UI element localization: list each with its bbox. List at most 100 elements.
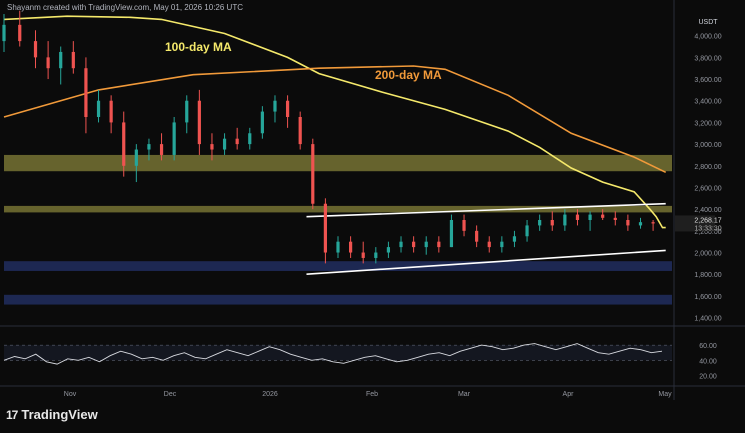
candle-body-32 bbox=[412, 241, 416, 248]
candles bbox=[2, 10, 655, 264]
candle-body-31 bbox=[399, 241, 403, 248]
candle-body-44 bbox=[563, 214, 567, 226]
y-tick-3: 3,400.00 bbox=[694, 99, 721, 106]
candle-body-45 bbox=[575, 214, 580, 220]
x-tick-3: Feb bbox=[366, 391, 378, 398]
countdown-label: 13:33:30 bbox=[694, 225, 721, 232]
candle-body-12 bbox=[159, 144, 164, 155]
ma200-label: 200-day MA bbox=[375, 68, 442, 82]
ma100-label: 100-day MA bbox=[165, 40, 232, 54]
candle-body-6 bbox=[84, 68, 88, 117]
x-tick-2: 2026 bbox=[262, 391, 278, 398]
last-price-badge bbox=[675, 215, 715, 232]
candle-body-26 bbox=[336, 241, 340, 253]
candle-body-2 bbox=[33, 41, 38, 58]
rsi-tick-0: 60.00 bbox=[699, 343, 717, 350]
y-tick-9: 2,200.00 bbox=[694, 229, 721, 236]
candle-body-15 bbox=[197, 100, 201, 145]
candle-body-30 bbox=[386, 247, 391, 253]
candle-body-25 bbox=[323, 203, 327, 253]
candle-body-7 bbox=[96, 100, 101, 117]
y-tick-10: 2,000.00 bbox=[694, 251, 721, 258]
candle-body-1 bbox=[18, 24, 22, 42]
candle-body-22 bbox=[285, 100, 290, 117]
x-tick-4: Mar bbox=[458, 391, 471, 398]
candle-body-8 bbox=[109, 100, 113, 123]
candle-body-27 bbox=[349, 241, 353, 253]
candle-body-4 bbox=[59, 51, 63, 69]
zone-3 bbox=[4, 294, 672, 305]
zone-2 bbox=[4, 261, 672, 271]
rsi-tick-2: 20.00 bbox=[699, 373, 717, 380]
tradingview-branding: 17 TradingView bbox=[6, 407, 98, 422]
time-axis[interactable]: Nov Dec 2026 Feb Mar Apr May bbox=[64, 391, 672, 398]
x-tick-1: Dec bbox=[164, 391, 177, 398]
x-tick-5: Apr bbox=[563, 391, 575, 398]
y-tick-4: 3,200.00 bbox=[694, 120, 721, 127]
candle-body-29 bbox=[374, 252, 378, 258]
candle-body-14 bbox=[185, 100, 189, 123]
candle-body-39 bbox=[500, 241, 504, 248]
grid bbox=[0, 0, 745, 400]
candle-body-0 bbox=[2, 24, 6, 42]
candle-body-28 bbox=[361, 252, 365, 258]
candle-body-46 bbox=[588, 214, 592, 220]
y-tick-8: 2,400.00 bbox=[694, 207, 721, 214]
rsi-panel: 60.00 40.00 20.00 bbox=[3, 343, 717, 380]
y-tick-7: 2,600.00 bbox=[694, 185, 721, 192]
channel-lines bbox=[306, 202, 666, 275]
candle-body-9 bbox=[122, 122, 126, 166]
brand-name: TradingView bbox=[21, 407, 98, 422]
candle-body-24 bbox=[311, 144, 315, 204]
candle-body-51 bbox=[651, 222, 655, 224]
zone-1 bbox=[4, 205, 672, 213]
candle-body-41 bbox=[525, 225, 529, 237]
last-price-label: 2,268.17 bbox=[694, 217, 721, 224]
candle-body-36 bbox=[462, 220, 466, 231]
candle-body-38 bbox=[487, 241, 491, 248]
candle-body-34 bbox=[437, 241, 441, 248]
y-tick-6: 2,800.00 bbox=[694, 164, 721, 171]
support-resistance-zones bbox=[4, 154, 672, 305]
candle-body-17 bbox=[222, 138, 227, 150]
candle-body-35 bbox=[449, 220, 454, 248]
ma100-line bbox=[3, 15, 666, 229]
y-tick-12: 1,600.00 bbox=[694, 294, 721, 301]
zone-0 bbox=[4, 154, 672, 172]
channel-lower-line bbox=[306, 249, 666, 275]
candle-body-40 bbox=[512, 236, 517, 242]
candle-body-37 bbox=[475, 230, 479, 242]
candle-body-23 bbox=[298, 117, 302, 145]
moving-averages bbox=[3, 15, 667, 229]
candle-body-5 bbox=[71, 51, 75, 69]
candle-body-43 bbox=[550, 220, 554, 226]
x-tick-0: Nov bbox=[64, 391, 77, 398]
candle-body-47 bbox=[601, 214, 605, 218]
rsi-line bbox=[3, 343, 663, 365]
tradingview-logo-icon: 17 bbox=[6, 407, 18, 422]
y-tick-2: 3,600.00 bbox=[694, 77, 721, 84]
y-tick-1: 3,800.00 bbox=[694, 55, 721, 62]
channel-upper-line bbox=[306, 202, 666, 218]
candle-body-21 bbox=[273, 100, 277, 112]
candle-body-19 bbox=[248, 133, 252, 145]
candle-body-13 bbox=[172, 122, 176, 155]
candle-body-42 bbox=[538, 220, 542, 226]
candle-body-11 bbox=[147, 144, 151, 150]
candle-body-49 bbox=[626, 220, 630, 226]
candle-body-18 bbox=[235, 138, 239, 145]
chart-header: Shayanm created with TradingView.com, Ma… bbox=[7, 3, 243, 12]
rsi-band bbox=[4, 345, 672, 361]
x-tick-6: May bbox=[658, 391, 672, 398]
candle-body-50 bbox=[638, 222, 643, 226]
candle-body-16 bbox=[210, 144, 214, 150]
y-tick-0: 4,000.00 bbox=[694, 34, 721, 41]
price-axis[interactable]: USDT 4,000.00 3,800.00 3,600.00 3,400.00 3,20… bbox=[675, 19, 722, 323]
currency-label: USDT bbox=[698, 19, 718, 26]
y-tick-11: 1,800.00 bbox=[694, 272, 721, 279]
candle-body-33 bbox=[424, 241, 428, 248]
ma200-line bbox=[3, 65, 667, 174]
candle-body-20 bbox=[260, 111, 264, 134]
